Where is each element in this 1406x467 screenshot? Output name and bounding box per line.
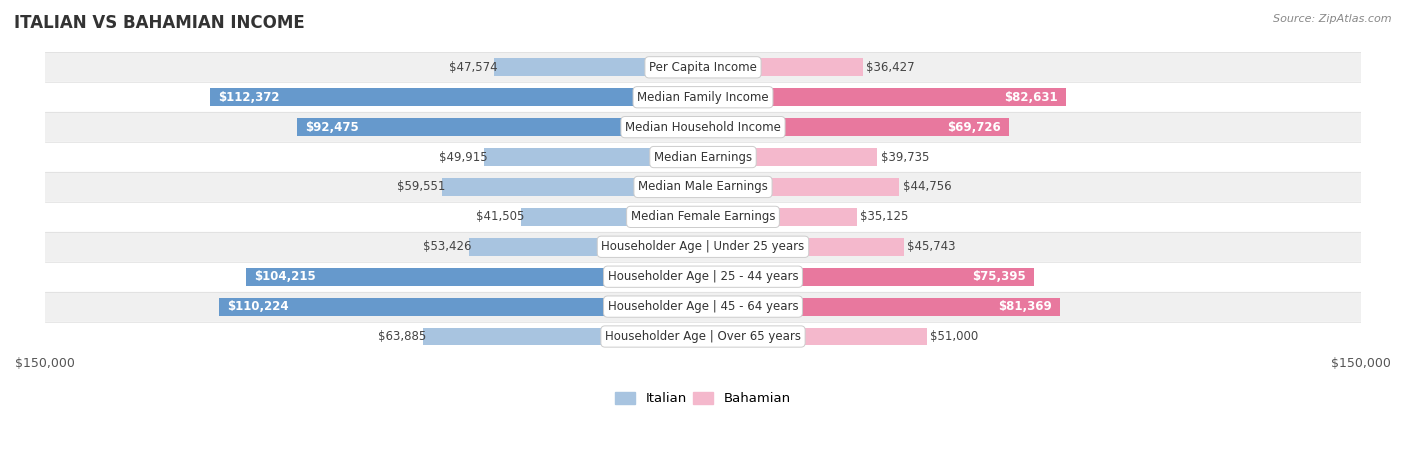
- Bar: [423, 327, 703, 346]
- Bar: [246, 268, 703, 286]
- Bar: [219, 297, 703, 316]
- Bar: [703, 238, 904, 256]
- Text: $47,574: $47,574: [449, 61, 498, 74]
- Bar: [45, 52, 1361, 82]
- Text: $45,743: $45,743: [907, 241, 956, 253]
- Text: Householder Age | 45 - 64 years: Householder Age | 45 - 64 years: [607, 300, 799, 313]
- Text: $49,915: $49,915: [439, 150, 488, 163]
- Text: ITALIAN VS BAHAMIAN INCOME: ITALIAN VS BAHAMIAN INCOME: [14, 14, 305, 32]
- Text: $39,735: $39,735: [880, 150, 929, 163]
- Text: $69,726: $69,726: [948, 120, 1001, 134]
- Bar: [703, 88, 1066, 106]
- Bar: [45, 112, 1361, 142]
- Text: Median Earnings: Median Earnings: [654, 150, 752, 163]
- Text: $35,125: $35,125: [860, 210, 908, 223]
- Legend: Italian, Bahamian: Italian, Bahamian: [610, 387, 796, 410]
- Bar: [468, 238, 703, 256]
- Text: Householder Age | Over 65 years: Householder Age | Over 65 years: [605, 330, 801, 343]
- Bar: [209, 88, 703, 106]
- Text: $82,631: $82,631: [1004, 91, 1057, 104]
- Bar: [45, 292, 1361, 322]
- Text: $44,756: $44,756: [903, 180, 952, 193]
- Bar: [520, 208, 703, 226]
- Bar: [703, 148, 877, 166]
- Bar: [703, 268, 1033, 286]
- Text: $51,000: $51,000: [929, 330, 979, 343]
- Text: Median Household Income: Median Household Income: [626, 120, 780, 134]
- Text: Per Capita Income: Per Capita Income: [650, 61, 756, 74]
- Text: Median Family Income: Median Family Income: [637, 91, 769, 104]
- Bar: [441, 178, 703, 196]
- Text: Median Female Earnings: Median Female Earnings: [631, 210, 775, 223]
- Bar: [45, 142, 1361, 172]
- Text: Householder Age | Under 25 years: Householder Age | Under 25 years: [602, 241, 804, 253]
- Text: $59,551: $59,551: [396, 180, 446, 193]
- Text: $81,369: $81,369: [998, 300, 1052, 313]
- Bar: [45, 322, 1361, 352]
- Bar: [495, 58, 703, 76]
- Text: Householder Age | 25 - 44 years: Householder Age | 25 - 44 years: [607, 270, 799, 283]
- Text: Median Male Earnings: Median Male Earnings: [638, 180, 768, 193]
- Bar: [703, 58, 863, 76]
- Bar: [45, 172, 1361, 202]
- Bar: [703, 327, 927, 346]
- Text: $63,885: $63,885: [378, 330, 426, 343]
- Text: $104,215: $104,215: [253, 270, 315, 283]
- Bar: [703, 208, 858, 226]
- Text: Source: ZipAtlas.com: Source: ZipAtlas.com: [1274, 14, 1392, 24]
- Text: $92,475: $92,475: [305, 120, 359, 134]
- Bar: [703, 178, 900, 196]
- Bar: [484, 148, 703, 166]
- Text: $53,426: $53,426: [423, 241, 472, 253]
- Bar: [703, 118, 1010, 136]
- Text: $75,395: $75,395: [972, 270, 1026, 283]
- Text: $41,505: $41,505: [475, 210, 524, 223]
- Bar: [45, 82, 1361, 112]
- Text: $110,224: $110,224: [228, 300, 290, 313]
- Text: $36,427: $36,427: [866, 61, 915, 74]
- Bar: [45, 202, 1361, 232]
- Bar: [297, 118, 703, 136]
- Text: $112,372: $112,372: [218, 91, 280, 104]
- Bar: [45, 232, 1361, 262]
- Bar: [45, 262, 1361, 292]
- Bar: [703, 297, 1060, 316]
